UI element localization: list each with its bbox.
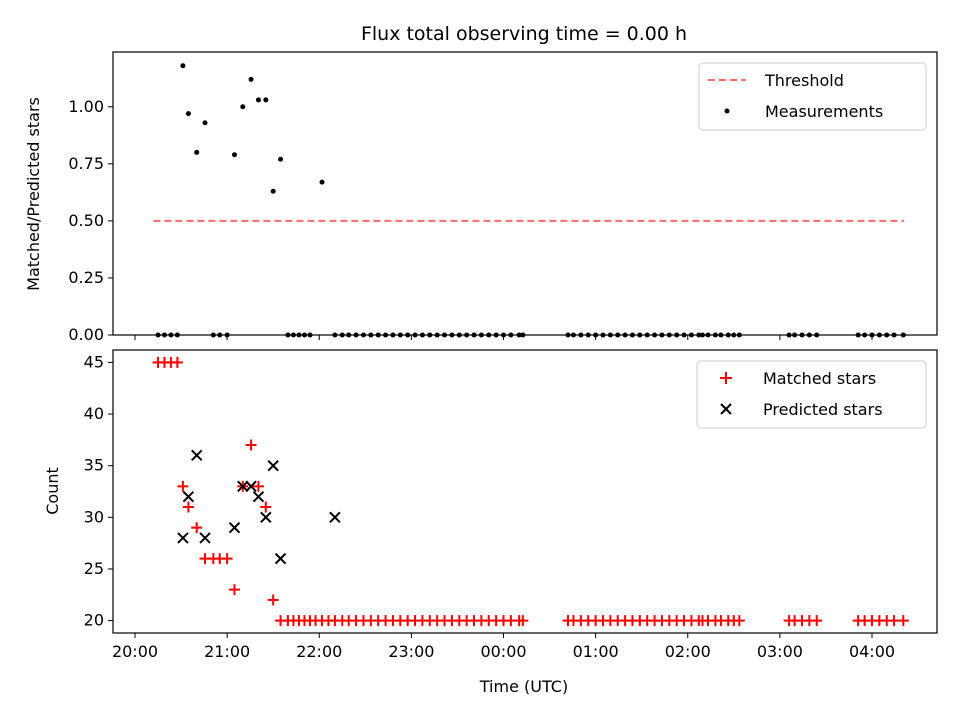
- predicted-star-point: [228, 521, 241, 534]
- top-y-tick-label: 1.00: [68, 97, 104, 116]
- measurement-point: [231, 152, 237, 158]
- bottom-axes-frame: [112, 349, 938, 634]
- predicted-star-point: [260, 511, 272, 524]
- x-axis-label: Time (UTC): [479, 677, 568, 696]
- legend-predicted-swatch: [720, 403, 732, 415]
- x-tick-label: 22:00: [296, 642, 342, 661]
- legend-matched-swatch: [720, 372, 732, 384]
- legend-measurements-label: Measurements: [765, 102, 883, 121]
- measurement-point: [185, 111, 191, 117]
- predicted-star-point: [199, 532, 211, 544]
- bottom-legend: Matched stars Predicted stars: [696, 360, 927, 429]
- matched-star-point: [182, 501, 194, 513]
- measurement-point: [263, 97, 269, 103]
- predicted-star-point: [252, 490, 265, 503]
- x-tick-label: 01:00: [573, 642, 619, 661]
- top-legend-box: [698, 62, 927, 131]
- measurement-point: [248, 76, 254, 82]
- x-tick-label: 23:00: [388, 642, 434, 661]
- matched-star-point: [517, 615, 529, 627]
- legend-predicted-label: Predicted stars: [763, 400, 883, 419]
- top-y-tick-label: 0.25: [68, 268, 104, 287]
- top-y-axis-ticks: 0.00 0.25 0.50 0.75 1.00: [68, 97, 113, 344]
- measurement-point: [202, 120, 208, 126]
- predicted-star-point: [177, 532, 189, 544]
- top-y-axis-label: Matched/Predicted stars: [24, 97, 43, 291]
- predicted-star-point: [274, 552, 287, 565]
- x-tick-label: 20:00: [112, 642, 158, 661]
- x-tick-label: 21:00: [204, 642, 250, 661]
- measurement-point: [270, 188, 276, 194]
- bottom-x-axis-ticks: 20:00 21:00 22:00 23:00 00:00 01:00 02:00 03:00…: [112, 633, 895, 661]
- predicted-star-point: [245, 480, 257, 493]
- matched-star-point: [171, 356, 183, 368]
- top-legend: Threshold Measurements: [698, 62, 927, 131]
- predicted-star-point: [182, 490, 195, 503]
- legend-threshold-label: Threshold: [764, 71, 844, 90]
- matched-star-point: [267, 594, 279, 606]
- matched-star-point: [245, 439, 257, 451]
- chart-title: Flux total observing time = 0.00 h: [361, 23, 687, 45]
- predicted-star-point: [191, 449, 203, 462]
- x-tick-label: 04:00: [849, 642, 895, 661]
- matched-star-point: [897, 615, 909, 627]
- x-tick-label: 03:00: [757, 642, 803, 661]
- matched-stars-points: [152, 356, 909, 627]
- measurement-point: [180, 63, 186, 69]
- top-y-tick-label: 0.75: [68, 154, 104, 173]
- bottom-y-tick-label: 30: [84, 507, 104, 526]
- matched-star-point: [177, 480, 189, 492]
- top-axes-frame: [112, 51, 938, 336]
- matched-star-point: [252, 480, 264, 492]
- predicted-star-point: [237, 480, 249, 493]
- matched-star-point: [888, 615, 900, 627]
- matched-star-point: [221, 553, 233, 565]
- bottom-y-axis-ticks: 20 25 30 35 40 45: [84, 352, 113, 630]
- matched-star-point: [811, 615, 823, 627]
- predicted-star-point: [329, 511, 341, 524]
- bottom-y-tick-label: 25: [84, 559, 104, 578]
- matched-star-point: [228, 584, 240, 596]
- matched-star-point: [191, 522, 203, 534]
- measurement-point: [319, 179, 325, 185]
- bottom-legend-box: [696, 360, 927, 429]
- measurement-point: [194, 149, 200, 155]
- measurement-point: [278, 156, 284, 162]
- bottom-y-tick-label: 35: [84, 456, 104, 475]
- legend-matched-label: Matched stars: [763, 369, 876, 388]
- x-tick-label: 00:00: [480, 642, 526, 661]
- bottom-y-tick-label: 45: [84, 352, 104, 371]
- matched-star-point: [733, 615, 745, 627]
- predicted-star-point: [267, 459, 279, 472]
- bottom-y-axis-label: Count: [43, 467, 62, 515]
- x-tick-label: 02:00: [665, 642, 711, 661]
- measurement-point: [255, 97, 261, 103]
- measurement-point: [240, 104, 246, 110]
- top-y-tick-label: 0.00: [68, 325, 104, 344]
- legend-measurements-swatch: [724, 108, 730, 114]
- top-y-tick-label: 0.50: [68, 211, 104, 230]
- bottom-y-tick-label: 40: [84, 404, 104, 423]
- bottom-y-tick-label: 20: [84, 611, 104, 630]
- matched-star-point: [260, 501, 272, 513]
- predicted-stars-points: [177, 449, 341, 565]
